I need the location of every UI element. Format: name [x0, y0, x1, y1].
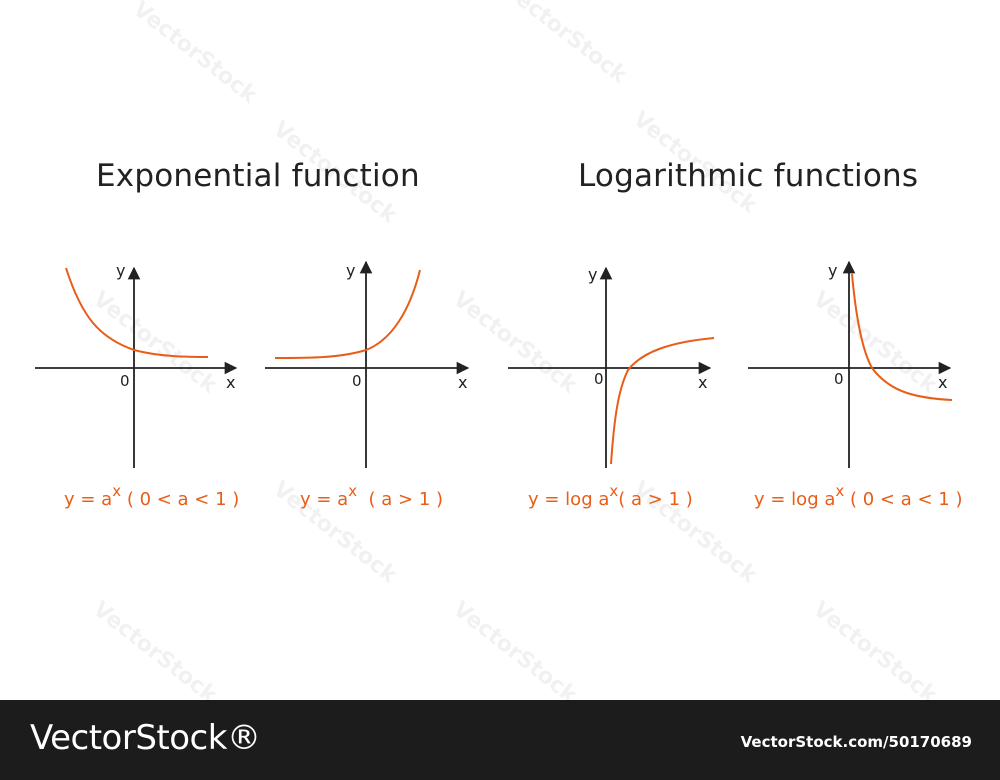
formula-exponent: x	[609, 482, 619, 500]
formula-condition: ( a > 1 )	[357, 489, 444, 510]
formula-condition: ( 0 < a < 1 )	[844, 489, 963, 510]
formula-condition: ( 0 < a < 1 )	[121, 489, 240, 510]
footer-url: VectorStock.com/50170689	[740, 733, 972, 751]
curve-exponential-decay	[65, 267, 209, 358]
origin-label: 0	[594, 370, 604, 388]
footer-bar: VectorStock® VectorStock.com/50170689	[0, 700, 1000, 780]
footer-brand-logo: VectorStock®	[30, 718, 261, 758]
axis-x-label: x	[226, 373, 235, 392]
axis-y-label: y	[588, 265, 597, 284]
curve-log-decreasing	[851, 273, 953, 401]
formula-condition: ( a > 1 )	[618, 489, 693, 510]
axis-x-label: x	[938, 373, 947, 392]
graph-exponential-decay: x y 0	[35, 261, 238, 468]
axis-x-label: x	[698, 373, 707, 392]
formula-exponent: x	[835, 482, 845, 500]
formula-log-increasing: y = log ax( a > 1 )	[528, 482, 693, 510]
heading-logarithmic: Logarithmic functions	[578, 158, 919, 194]
formula-exponential-growth: y = ax ( a > 1 )	[300, 482, 444, 510]
diagram-canvas: VectorStock VectorStock VectorStock Vect…	[35, 0, 963, 708]
axis-y-label: y	[828, 261, 837, 280]
graph-log-increasing: x y 0	[508, 265, 715, 468]
axis-y-label: y	[116, 261, 125, 280]
origin-label: 0	[834, 370, 844, 388]
axis-x-label: x	[458, 373, 467, 392]
formula-prefix: y = log a	[754, 489, 836, 510]
graph-exponential-growth: x y 0	[265, 260, 470, 468]
curve-exponential-growth	[274, 269, 421, 359]
formula-exponent: x	[348, 482, 358, 500]
origin-label: 0	[352, 372, 362, 390]
formula-log-decreasing: y = log ax ( 0 < a < 1 )	[754, 482, 963, 510]
axis-y-label: y	[346, 261, 355, 280]
formula-prefix: y = log a	[528, 489, 610, 510]
curve-log-increasing	[610, 337, 715, 465]
origin-label: 0	[120, 372, 130, 390]
formula-prefix: y = a	[64, 489, 113, 510]
graph-log-decreasing: x y 0	[748, 260, 953, 468]
heading-exponential: Exponential function	[96, 158, 420, 194]
formula-prefix: y = a	[300, 489, 349, 510]
formula-exponent: x	[112, 482, 122, 500]
formula-exponential-decay: y = ax ( 0 < a < 1 )	[64, 482, 240, 510]
graphs-svg: x y 0 x y 0 x y 0 x y 0	[35, 260, 953, 468]
